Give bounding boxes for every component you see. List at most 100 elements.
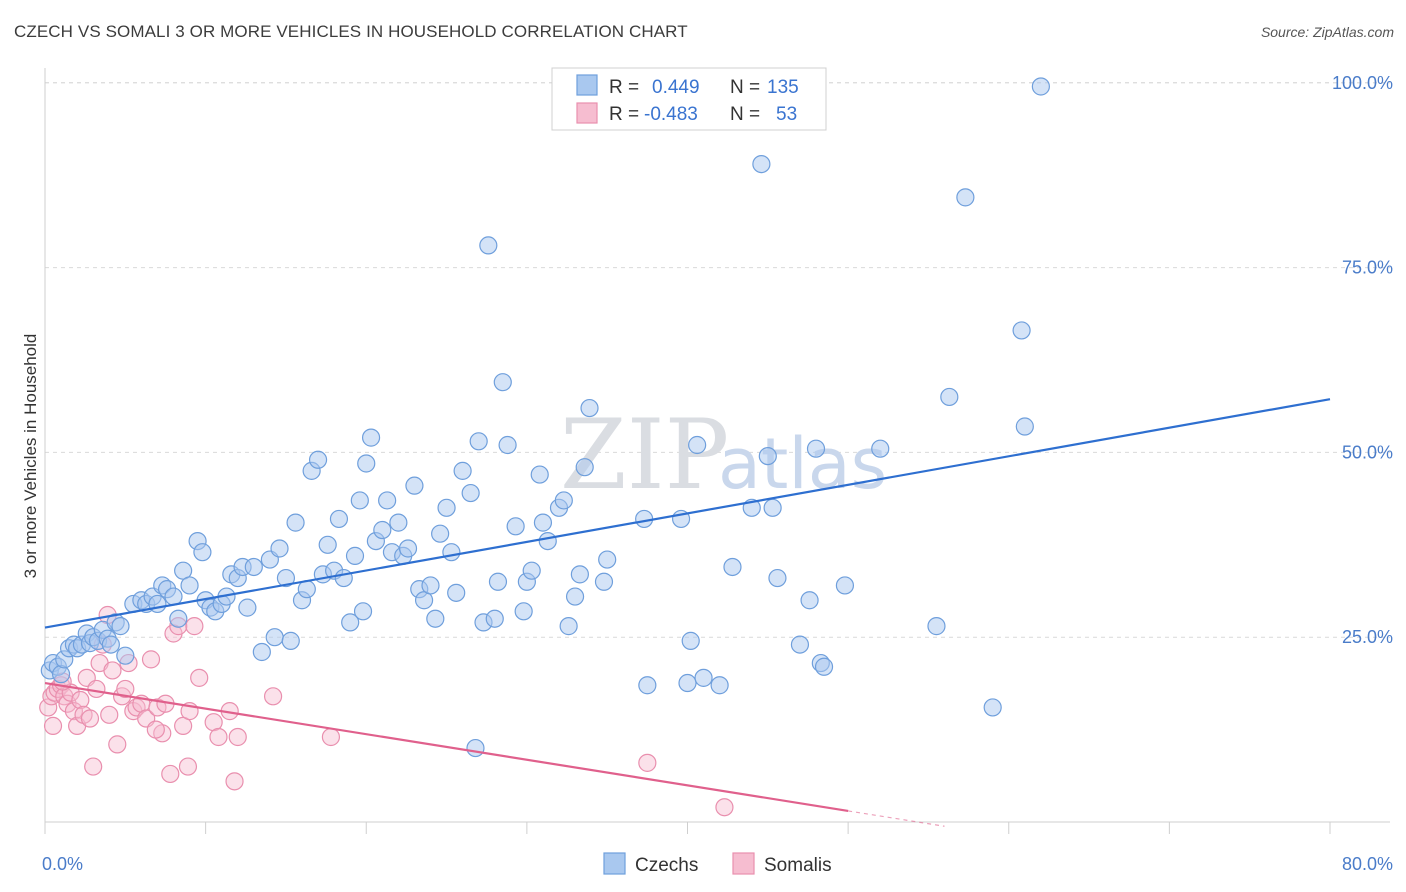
y-tick-label: 25.0%: [1342, 627, 1393, 647]
somali-point: [43, 716, 63, 736]
somali-point: [80, 709, 100, 728]
bottom-legend-czech-label: Czechs: [635, 855, 698, 876]
legend: R = 0.449 N = 135 R = -0.483 N = 53: [551, 67, 827, 131]
czech-point: [270, 539, 289, 558]
czech-point: [806, 439, 826, 458]
czech-point: [514, 602, 533, 621]
czech-point: [1012, 321, 1031, 340]
czech-point: [570, 565, 589, 584]
czech-point: [51, 665, 71, 684]
czech-point: [538, 531, 557, 551]
x-tick-label: 0.0%: [42, 854, 83, 874]
legend-somali-r-label: R =: [609, 104, 639, 125]
somali-point: [638, 753, 657, 772]
czech-point: [437, 498, 456, 517]
czech-point: [469, 432, 488, 451]
czech-point: [790, 635, 810, 654]
czech-point: [265, 628, 284, 647]
somali-point: [225, 772, 244, 791]
czech-point: [710, 676, 729, 695]
czech-point: [763, 498, 782, 517]
legend-czech-r-label: R =: [609, 77, 639, 98]
somali-trend-extension: [848, 810, 945, 827]
somali-point: [228, 727, 247, 747]
czech-point: [506, 517, 525, 536]
czech-point: [276, 568, 296, 588]
czech-point: [353, 602, 373, 621]
y-tick-labels: 25.0% 50.0% 75.0% 100.0%: [1332, 73, 1393, 647]
legend-somali-r-value: -0.483: [644, 104, 698, 125]
czech-point: [983, 698, 1002, 717]
czech-point: [488, 572, 508, 591]
czech-point: [193, 543, 212, 562]
czech-point: [533, 513, 553, 532]
czech-point: [405, 476, 424, 495]
somali-point: [715, 798, 734, 817]
somali-point: [64, 702, 84, 721]
somali-point: [141, 650, 161, 669]
czech-point: [493, 373, 512, 392]
czech-point: [373, 520, 392, 540]
czech-point: [638, 676, 657, 695]
czech-point: [378, 491, 397, 510]
x-tick-labels: 0.0% 80.0%: [42, 854, 1393, 874]
czech-point: [800, 591, 819, 610]
somali-point: [103, 661, 122, 680]
czech-point: [498, 435, 517, 455]
czech-point: [678, 673, 697, 693]
czech-point: [389, 513, 408, 532]
czech-point: [238, 598, 257, 617]
czech-point: [447, 583, 466, 602]
czech-point: [565, 587, 585, 606]
somali-point: [263, 687, 283, 706]
czech-point: [164, 587, 183, 606]
czech-point: [871, 439, 890, 458]
czech-point: [956, 188, 975, 207]
legend-czech-n-label: N =: [730, 77, 760, 98]
czech-point: [116, 646, 135, 665]
legend-czech-n-value: 135: [767, 77, 799, 98]
czech-point: [723, 557, 742, 577]
y-tick-label: 50.0%: [1342, 442, 1393, 462]
legend-somali-n-label: N =: [730, 104, 760, 125]
legend-czech-swatch: [576, 74, 598, 96]
x-tick-label: 80.0%: [1342, 854, 1393, 874]
czech-point: [554, 491, 573, 510]
somali-point: [84, 757, 103, 776]
czech-point: [479, 236, 498, 255]
czech-point: [694, 668, 713, 687]
czech-point: [252, 642, 271, 662]
somali-point: [108, 735, 127, 754]
czech-point: [357, 454, 376, 473]
czech-point: [244, 557, 263, 577]
bottom-legend: Czechs Somalis: [603, 852, 832, 876]
czech-point: [1031, 77, 1050, 96]
somali-point: [87, 679, 106, 699]
czech-point: [522, 561, 541, 580]
trend-lines: [44, 398, 1331, 827]
y-axis-label: 3 or more Vehicles in Household: [21, 334, 40, 579]
czech-point: [466, 738, 485, 758]
somali-point: [116, 679, 135, 699]
czech-points: [40, 77, 1050, 758]
bottom-legend-somali-swatch: [732, 852, 755, 875]
legend-somali-n-value: 53: [776, 104, 797, 125]
czech-point: [350, 491, 369, 510]
somali-point: [190, 668, 209, 687]
czech-point: [148, 594, 167, 614]
y-tick-label: 100.0%: [1332, 73, 1393, 93]
somali-point: [321, 727, 341, 747]
czech-point: [752, 154, 771, 174]
czech-point: [345, 546, 365, 565]
czech-point: [453, 461, 472, 480]
watermark: ZIP atlas: [560, 399, 887, 511]
czech-point: [361, 428, 381, 447]
czech-point: [1015, 417, 1034, 436]
czech-point: [688, 435, 707, 455]
axes: [44, 68, 1390, 834]
czech-point: [286, 513, 305, 532]
chart-title: CZECH VS SOMALI 3 OR MORE VEHICLES IN HO…: [14, 22, 688, 41]
y-tick-label: 75.0%: [1342, 258, 1393, 278]
czech-point: [835, 576, 855, 595]
somali-point: [146, 720, 165, 739]
